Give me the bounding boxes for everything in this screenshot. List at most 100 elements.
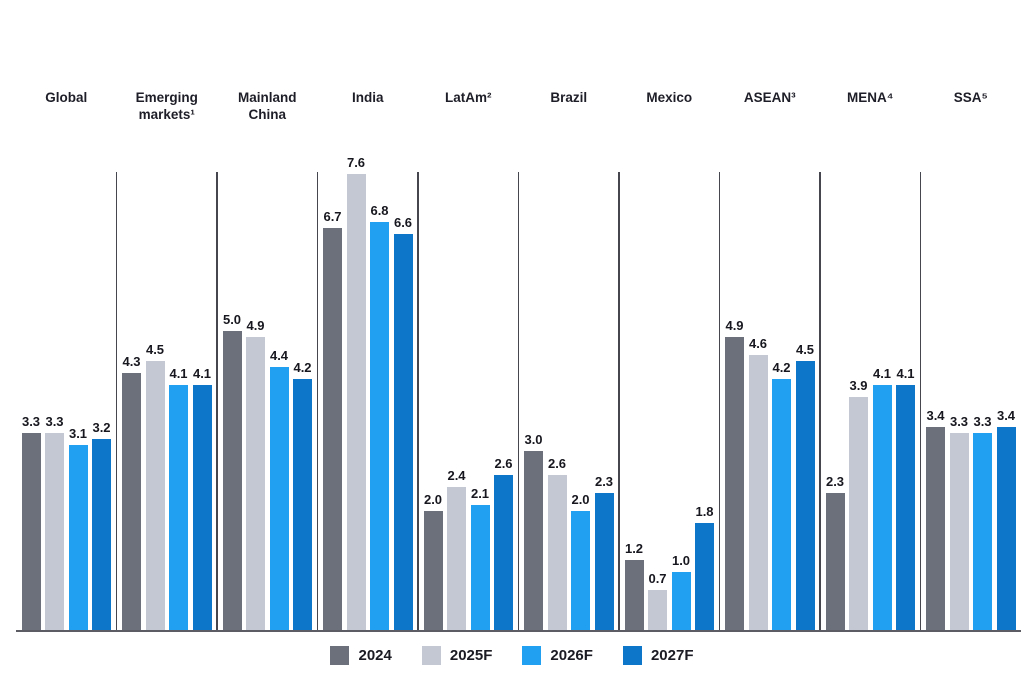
bar-value-label: 5.0 — [222, 311, 242, 327]
bar-group-mexico: 1.2 0.7 1.0 1.8 — [619, 150, 720, 632]
bar-value-label: 4.9 — [725, 317, 744, 333]
category-labels-row: Global Emerging markets¹ Mainland China Ind… — [16, 89, 1021, 123]
bar-group-asean: 4.9 4.6 4.2 4.5 — [720, 150, 821, 632]
bar-value-label: 2.6 — [494, 456, 513, 472]
bar-value-label: 4.4 — [269, 347, 289, 363]
bar-value-label: 4.9 — [246, 317, 265, 333]
legend-item-2026f: 2026F — [522, 646, 593, 665]
bar-2026f-asean: 4.2 — [772, 360, 791, 632]
legend-label-2026f: 2026F — [550, 647, 593, 664]
bar-2026f-mena: 4.1 — [872, 366, 892, 632]
category-label-india: India — [351, 90, 384, 105]
bar-value-label: 7.6 — [346, 154, 366, 170]
bar-group-emerging-markets: 4.3 4.5 4.1 4.1 — [117, 150, 218, 632]
bar-value-label: 2.4 — [447, 468, 466, 484]
bar-2025f-ssa: 3.3 — [949, 414, 969, 632]
legend-swatch-2025f — [421, 646, 441, 665]
bar-2027f-mainland-china: 4.2 — [293, 360, 312, 632]
bar-2027f-latam: 2.6 — [494, 456, 513, 632]
group-separator-line — [919, 172, 922, 632]
bar-2025f-mena: 3.9 — [849, 378, 868, 632]
bar-2027f-mena: 4.1 — [896, 366, 915, 632]
bar-value-label: 4.2 — [293, 359, 312, 375]
bar-value-label: 3.3 — [973, 414, 992, 430]
bar-group-mena: 2.3 3.9 4.1 4.1 — [820, 150, 921, 632]
group-separator-line — [115, 172, 118, 632]
group-separator-line — [517, 172, 520, 632]
bar-2024-ssa: 3.4 — [926, 408, 945, 632]
legend-swatch-2027f — [622, 646, 642, 665]
bar-value-label: 3.3 — [21, 414, 41, 430]
bar-value-label: 3.3 — [45, 414, 64, 430]
bar-group-brazil: 3.0 2.6 2.0 2.3 — [519, 150, 620, 632]
legend-item-2024: 2024 — [330, 646, 392, 665]
bar-value-label: 4.1 — [192, 365, 212, 381]
bar-value-label: 1.8 — [695, 504, 714, 520]
bar-value-label: 3.3 — [949, 414, 969, 430]
bar-group-mainland-china: 5.0 4.9 4.4 4.2 — [217, 150, 318, 632]
bar-value-label: 2.0 — [423, 492, 443, 508]
bar-2024-mena: 2.3 — [825, 474, 845, 632]
bar-value-label: 6.6 — [393, 215, 413, 231]
bar-value-label: 0.7 — [648, 570, 667, 586]
bar-2025f-brazil: 2.6 — [547, 456, 567, 632]
bar-2026f-global: 3.1 — [68, 426, 88, 632]
bar-2024-india: 6.7 — [323, 209, 342, 632]
bar-value-label: 1.2 — [624, 540, 644, 556]
bar-value-label: 6.8 — [370, 202, 389, 218]
legend-label-2024: 2024 — [358, 647, 392, 664]
bar-2025f-latam: 2.4 — [447, 468, 466, 632]
bar-2026f-mexico: 1.0 — [671, 553, 691, 632]
group-separator-line — [417, 172, 419, 632]
category-label-mexico: Mexico — [646, 90, 693, 105]
group-separator-line — [618, 172, 620, 632]
bar-2026f-emerging-markets: 4.1 — [169, 366, 188, 632]
bar-2025f-emerging-markets: 4.5 — [145, 342, 165, 632]
bar-group-latam: 2.0 2.4 2.1 2.6 — [418, 150, 519, 632]
bar-value-label: 2.3 — [594, 474, 614, 490]
group-separator-line — [316, 172, 319, 632]
category-label-brazil: Brazil — [550, 90, 588, 105]
bar-2027f-asean: 4.5 — [795, 342, 815, 632]
bar-2026f-mainland-china: 4.4 — [269, 348, 289, 632]
bar-2027f-ssa: 3.4 — [996, 408, 1016, 632]
bar-2027f-brazil: 2.3 — [594, 474, 614, 632]
legend-swatch-2024 — [330, 646, 350, 665]
plot-area: 3.3 3.3 3.1 3.2 4.3 4.5 4.1 4.1 5.0 4.9 4.4 4.2 6.7 7… — [16, 150, 1021, 632]
legend-label-2027f: 2027F — [650, 647, 694, 664]
bar-value-label: 2.1 — [470, 486, 490, 502]
category-label-mainland-china: Mainland China — [237, 90, 297, 122]
bar-value-label: 4.1 — [169, 365, 188, 381]
x-axis-baseline — [16, 630, 1021, 632]
bar-2024-latam: 2.0 — [423, 492, 443, 632]
legend-label-2025f: 2025F — [449, 647, 493, 664]
bar-value-label: 4.2 — [772, 359, 791, 375]
bar-value-label: 2.0 — [571, 492, 590, 508]
bar-2024-mexico: 1.2 — [624, 541, 644, 632]
bar-value-label: 6.7 — [323, 209, 342, 224]
bar-value-label: 2.6 — [547, 456, 567, 472]
category-label-asean: ASEAN³ — [743, 90, 796, 105]
bar-2025f-global: 3.3 — [45, 414, 64, 632]
bar-group-ssa: 3.4 3.3 3.3 3.4 — [921, 150, 1022, 632]
bar-value-label: 3.4 — [996, 407, 1016, 423]
group-separator-line — [216, 172, 218, 632]
bar-2026f-ssa: 3.3 — [973, 414, 992, 632]
bar-value-label: 1.0 — [671, 552, 691, 568]
bar-2027f-global: 3.2 — [92, 420, 111, 632]
bar-2024-brazil: 3.0 — [524, 432, 543, 632]
bar-2024-asean: 4.9 — [725, 318, 744, 632]
bar-value-label: 4.5 — [145, 341, 165, 357]
category-label-global: Global — [45, 90, 88, 105]
bar-value-label: 4.5 — [795, 341, 815, 357]
bar-2024-global: 3.3 — [21, 414, 41, 632]
legend-item-2025f: 2025F — [421, 646, 493, 665]
bar-2025f-mainland-china: 4.9 — [246, 318, 265, 632]
bar-2026f-india: 6.8 — [370, 203, 389, 632]
bar-2027f-mexico: 1.8 — [695, 504, 714, 632]
bar-value-label: 3.0 — [524, 432, 543, 448]
bar-2026f-brazil: 2.0 — [571, 492, 590, 632]
category-label-emerging-markets: Emerging markets¹ — [135, 90, 198, 122]
bar-2024-emerging-markets: 4.3 — [122, 354, 141, 632]
